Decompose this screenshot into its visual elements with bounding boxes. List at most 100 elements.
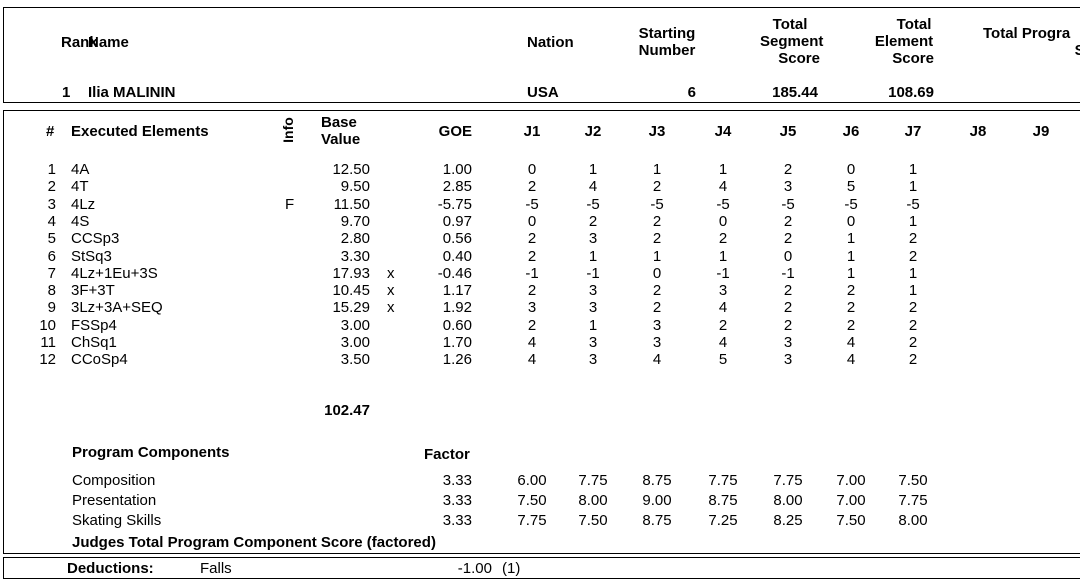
element-num: 4 <box>47 212 56 230</box>
element-judge-score-4: -5 <box>716 195 730 213</box>
element-judge-score-1: 2 <box>527 316 537 334</box>
element-judge-score-3: 1 <box>652 247 662 265</box>
rank-label: Rank <box>61 34 98 51</box>
element-base-value: 15.29 <box>332 299 370 317</box>
element-name: 4S <box>71 212 90 230</box>
element-base-value: 10.45 <box>332 282 370 300</box>
nation-label: Nation <box>527 34 574 51</box>
col-num-label: # <box>46 123 55 140</box>
element-name: CCSp3 <box>71 230 120 248</box>
element-judge-score-6: 2 <box>846 316 856 334</box>
component-judge-score-5: 7.75 <box>773 472 803 489</box>
element-judge-score-1: -5 <box>525 195 539 213</box>
element-judge-score-2: -5 <box>586 195 600 213</box>
component-judge-score-7: 8.00 <box>898 512 928 529</box>
component-judge-score-2: 8.00 <box>578 492 608 509</box>
col-judge-label-3: J3 <box>648 123 666 140</box>
element-num: 6 <box>47 247 56 265</box>
element-judge-score-6: 1 <box>846 230 856 248</box>
component-judge-score-4: 8.75 <box>708 492 738 509</box>
element-name: CCoSp4 <box>71 351 128 369</box>
element-judge-score-1: 4 <box>527 351 537 369</box>
factor-label: Factor <box>424 446 470 463</box>
skater-total-segment-score: 185.44 <box>772 84 818 101</box>
element-judge-score-1: 0 <box>527 161 537 178</box>
component-judge-score-1: 7.50 <box>517 492 547 509</box>
element-judge-score-3: 2 <box>652 230 662 248</box>
component-judge-score-5: 8.00 <box>773 492 803 509</box>
element-num: 5 <box>47 230 56 248</box>
component-judge-score-4: 7.75 <box>708 472 738 489</box>
element-judge-score-2: -1 <box>586 264 600 282</box>
element-base-value: 3.50 <box>340 351 370 369</box>
element-judge-score-2: 1 <box>588 247 598 265</box>
tpc-label-line1: Total Progra <box>983 25 1071 42</box>
component-judge-score-1: 7.75 <box>517 512 547 529</box>
component-judge-score-6: 7.00 <box>836 472 866 489</box>
component-factor: 3.33 <box>442 492 472 509</box>
component-name: Composition <box>72 472 156 489</box>
element-judge-score-6: 2 <box>846 282 856 300</box>
element-name: 3Lz+3A+SEQ <box>71 299 163 317</box>
element-judge-score-6: 4 <box>846 334 856 351</box>
element-judge-score-4: -1 <box>716 264 730 282</box>
element-judge-score-2: 1 <box>588 161 598 178</box>
col-judge-label-1: J1 <box>523 123 541 140</box>
component-judge-score-5: 8.25 <box>773 512 803 529</box>
element-num: 2 <box>47 178 56 196</box>
element-judge-score-2: 2 <box>588 212 598 230</box>
element-goe: 2.85 <box>442 178 472 196</box>
element-judge-score-2: 3 <box>588 282 598 300</box>
element-num: 11 <box>40 334 56 351</box>
total-segment-score-label: Total Segment Score <box>720 16 823 67</box>
component-name: Skating Skills <box>72 512 162 529</box>
starting-number-label-line1: Starting <box>638 25 696 42</box>
element-judge-score-1: 2 <box>527 247 537 265</box>
element-judge-score-5: 3 <box>783 178 793 196</box>
element-judge-score-3: 2 <box>652 299 662 317</box>
element-name: StSq3 <box>71 247 112 265</box>
element-x-flag: x <box>387 282 395 300</box>
element-base-value: 3.30 <box>340 247 370 265</box>
element-goe: 0.60 <box>442 316 472 334</box>
component-judge-score-6: 7.50 <box>836 512 866 529</box>
element-judge-score-7: 1 <box>908 161 918 178</box>
element-info: F <box>285 195 295 213</box>
element-judge-score-7: 1 <box>908 264 918 282</box>
element-judge-score-5: 2 <box>783 316 793 334</box>
skater-header-box <box>3 7 1080 103</box>
element-judge-score-1: 2 <box>527 178 537 196</box>
element-goe: 1.70 <box>442 334 472 351</box>
deductions-count: (1) <box>502 560 521 577</box>
element-goe: 1.92 <box>442 299 472 317</box>
col-judge-label-8: J8 <box>969 123 987 140</box>
component-factor: 3.33 <box>442 512 472 529</box>
element-judge-score-7: 2 <box>908 247 918 265</box>
tpc-label-line2: Sc <box>1074 42 1080 59</box>
program-components-title: Program Components <box>72 444 230 461</box>
component-judge-score-3: 9.00 <box>642 492 672 509</box>
name-label: Name <box>88 34 129 51</box>
element-goe: 0.97 <box>442 212 472 230</box>
element-goe: 1.26 <box>442 351 472 369</box>
element-judge-score-3: 3 <box>652 334 662 351</box>
component-name: Presentation <box>72 492 157 509</box>
element-judge-score-7: 1 <box>908 178 918 196</box>
tes-label-line3: Score <box>892 50 934 67</box>
element-judge-score-2: 3 <box>588 334 598 351</box>
element-judge-score-1: 4 <box>527 334 537 351</box>
element-num: 3 <box>47 195 56 213</box>
skater-rank: 1 <box>62 84 71 101</box>
element-base-value: 3.00 <box>340 334 370 351</box>
element-judge-score-3: 2 <box>652 282 662 300</box>
tes-label-line1: Total <box>896 16 932 33</box>
tss-label-line1: Total <box>772 16 808 33</box>
component-judge-score-7: 7.50 <box>898 472 928 489</box>
deductions-label: Deductions: <box>67 560 154 577</box>
element-judge-score-6: 5 <box>846 178 856 196</box>
element-name: ChSq1 <box>71 334 117 351</box>
element-judge-score-7: 1 <box>908 282 918 300</box>
element-judge-score-5: 3 <box>783 334 793 351</box>
component-judge-score-7: 7.75 <box>898 492 928 509</box>
element-base-value: 11.50 <box>333 195 370 213</box>
